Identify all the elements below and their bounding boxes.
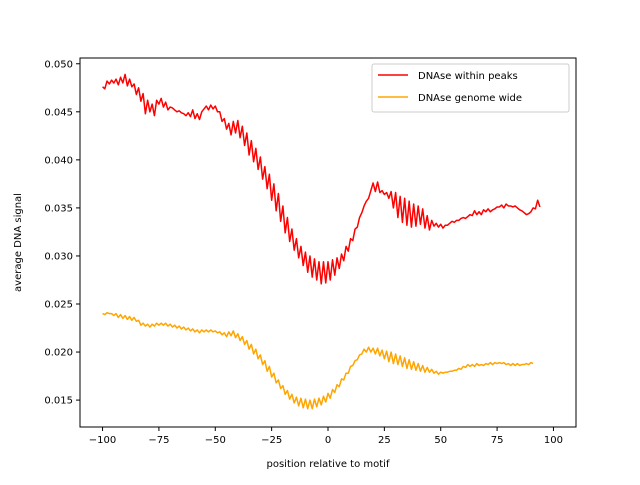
legend: DNAse within peaks DNAse genome wide (371, 63, 570, 113)
y-tick-label: 0.025 (44, 300, 73, 311)
x-axis-ticks: −100 −75 −50 −25 0 25 50 75 100 (89, 427, 563, 446)
x-tick-label: −75 (148, 435, 169, 446)
y-tick-label: 0.020 (44, 348, 73, 359)
series-line-dnase-within-peaks (102, 73, 541, 285)
y-tick-label: 0.015 (44, 396, 73, 407)
y-axis-label: average DNA signal (13, 193, 24, 292)
plot-area (80, 58, 576, 427)
y-tick-label: 0.045 (44, 107, 73, 118)
x-tick-label: 50 (434, 435, 447, 446)
y-axis-ticks: 0.015 0.020 0.025 0.030 0.035 0.040 0.045 0.050 (44, 59, 80, 407)
x-tick-label: 75 (491, 435, 504, 446)
series-layer (102, 73, 541, 410)
x-axis-label: position relative to motif (267, 459, 390, 470)
y-tick-label: 0.050 (44, 59, 73, 70)
x-tick-label: −25 (261, 435, 282, 446)
legend-box (371, 63, 570, 113)
plot-frame (79, 57, 577, 428)
x-tick-label: −100 (89, 435, 116, 446)
x-tick-label: 100 (544, 435, 563, 446)
y-tick-label: 0.030 (44, 251, 73, 262)
y-tick-label: 0.035 (44, 203, 73, 214)
series-line-dnase-genome-wide (102, 311, 534, 410)
x-tick-label: −50 (205, 435, 226, 446)
legend-label-genome: DNAse genome wide (418, 93, 522, 104)
legend-label-peaks: DNAse within peaks (418, 71, 518, 82)
y-tick-label: 0.040 (44, 155, 73, 166)
x-tick-label: 0 (325, 435, 331, 446)
x-tick-label: 25 (378, 435, 391, 446)
